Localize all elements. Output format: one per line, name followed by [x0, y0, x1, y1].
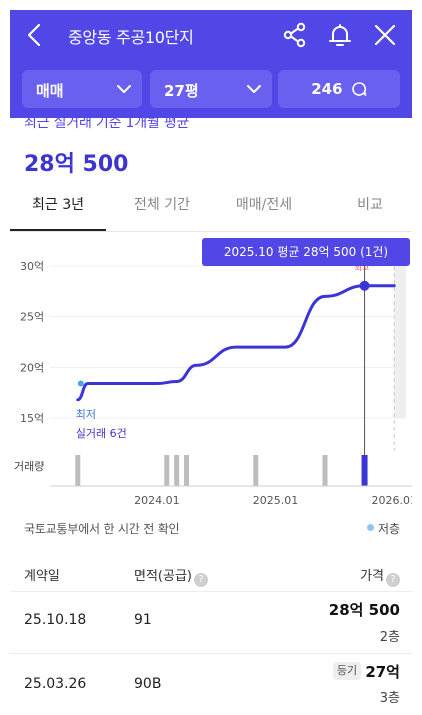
volume-label: 거래량 — [14, 460, 44, 473]
size-value: 27평 — [164, 82, 199, 100]
volume-bar — [174, 455, 180, 486]
col-header-area: 면적(공급)? — [134, 565, 208, 587]
row-date: 25.10.18 — [24, 612, 87, 628]
row-date: 25.03.26 — [24, 676, 87, 692]
y-tick-label: 25억 — [20, 311, 44, 324]
x-tick-label: 2024.01 — [134, 494, 180, 507]
col-header-area-label: 면적(공급) — [134, 569, 192, 584]
max-label: 최고 — [355, 262, 370, 272]
volume-bar — [75, 455, 81, 486]
help-icon[interactable]: ? — [193, 573, 208, 587]
period-tabs: 최근 3년 전체 기간 매매/전세 비교 — [10, 186, 412, 232]
y-tick-label: 20억 — [20, 361, 44, 374]
min-point — [77, 380, 84, 387]
row-area: 90B — [134, 676, 162, 692]
bell-icon[interactable] — [326, 21, 354, 49]
volume-bar — [322, 455, 328, 486]
future-area — [394, 266, 406, 418]
comments-button[interactable]: 246 — [278, 70, 400, 108]
divider — [10, 653, 412, 654]
registered-badge: 등기 — [333, 662, 361, 680]
y-tick-label: 15억 — [20, 412, 44, 425]
tab-sale-lease[interactable]: 매매/전세 — [235, 197, 293, 213]
low-floor-legend-dot — [367, 524, 374, 531]
comment-icon — [352, 82, 367, 96]
row-area: 91 — [134, 612, 152, 628]
top-row: 중앙동 주공10단지 — [10, 10, 412, 62]
page-title: 중앙동 주공10단지 — [68, 28, 194, 47]
close-icon[interactable] — [371, 21, 399, 49]
tab-compare[interactable]: 비교 — [357, 197, 383, 213]
tab-all-period[interactable]: 전체 기간 — [134, 197, 190, 213]
help-icon[interactable]: ? — [386, 573, 400, 587]
col-header-price: 가격? — [360, 565, 400, 587]
min-label: 최저 — [76, 408, 96, 421]
average-caption: 최근 실거래 기준 1개월 평균 — [24, 115, 190, 131]
size-dropdown[interactable]: 27평 — [150, 70, 272, 108]
tooltip-text: 2025.10 평균 28억 500 (1건) — [224, 245, 388, 259]
col-header-price-label: 가격 — [360, 569, 384, 584]
y-tick-label: 30억 — [20, 260, 44, 273]
tooltip-box — [202, 238, 410, 266]
row-floor: 3층 — [379, 691, 400, 706]
low-floor-legend-label: 저층 — [378, 522, 401, 536]
average-price: 28억 500 — [24, 152, 129, 177]
back-arrow-icon[interactable] — [22, 22, 48, 48]
trade-type-dropdown[interactable]: 매매 — [22, 70, 142, 108]
comment-count-value: 246 — [311, 80, 343, 98]
source-note: 국토교통부에서 한 시간 전 확인 — [24, 522, 180, 536]
highlight-point — [359, 280, 370, 291]
volume-bar — [184, 455, 190, 486]
chevron-down-icon — [117, 85, 131, 93]
price-line — [76, 284, 396, 402]
row-price: 28억 500 — [328, 601, 400, 619]
x-tick-label: 2025.01 — [253, 494, 299, 507]
comment-count: 246 — [278, 80, 400, 98]
tab-recent-3y[interactable]: 최근 3년 — [10, 186, 106, 231]
share-icon[interactable] — [281, 21, 309, 49]
col-header-date: 계약일 — [24, 569, 60, 584]
volume-bar — [361, 455, 368, 486]
x-tick-label: 2026.01 — [371, 494, 412, 507]
trade-count-label: 실거래 6건 — [76, 427, 127, 440]
volume-bar — [253, 455, 259, 486]
divider — [10, 591, 412, 592]
volume-bar — [164, 455, 170, 486]
row-floor: 2층 — [379, 630, 400, 645]
chevron-down-icon — [247, 85, 261, 93]
row-price: 27억 — [365, 663, 400, 681]
trade-type-value: 매매 — [36, 82, 64, 100]
header-bar: 중앙동 주공10단지 매매 27평 246 — [10, 10, 412, 118]
